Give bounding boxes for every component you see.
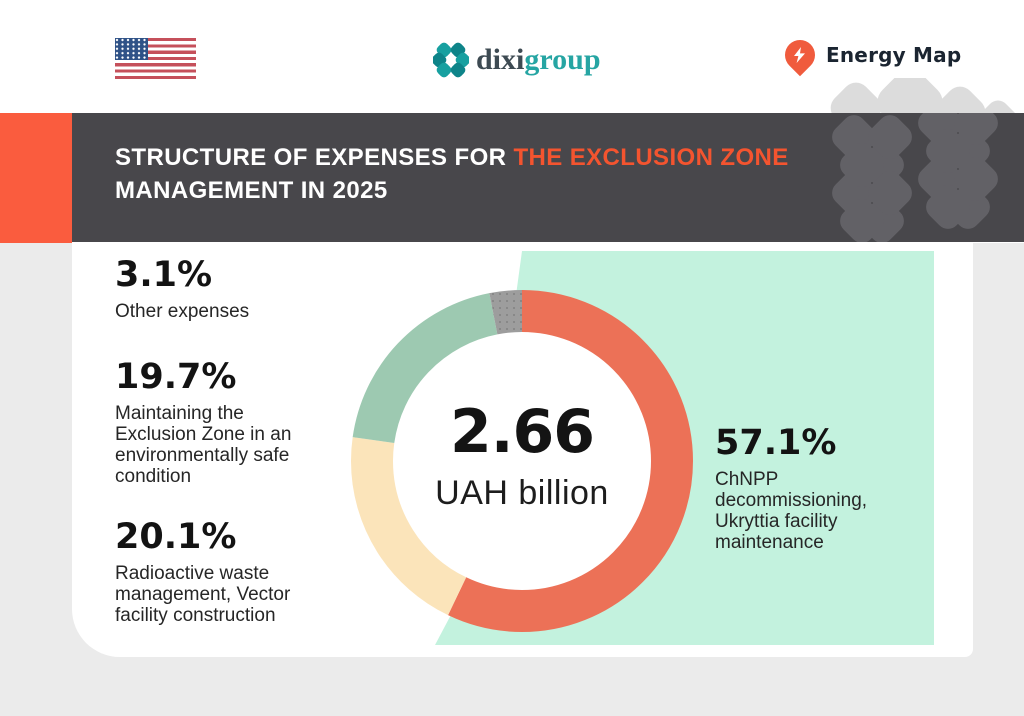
callout-text: Other expenses — [115, 301, 250, 322]
dixigroup-icon — [433, 42, 469, 78]
title-banner: STRUCTURE OF EXPENSES FOR THE EXCLUSION … — [0, 113, 1024, 242]
brand-part-group: group — [524, 43, 601, 76]
callout-percent: 20.1% — [115, 517, 237, 557]
us-flag — [115, 38, 196, 79]
callout-percent: 3.1% — [115, 255, 213, 295]
brand-part-dixi: dixi — [476, 43, 525, 76]
callout-percent: 19.7% — [115, 357, 237, 397]
callout-text: Radioactive waste management, Vector fac… — [115, 563, 291, 626]
callout-percent: 57.1% — [715, 423, 837, 463]
callout-radioactive-waste: 20.1% Radioactive waste management, Vect… — [115, 518, 330, 626]
lightning-bolt-icon — [794, 47, 805, 63]
callout-text: ChNPP decommissioning, Ukryttia facility… — [715, 469, 868, 553]
map-pin-icon — [778, 33, 822, 77]
title-line1-accent: THE EXCLUSION ZONE — [513, 144, 789, 171]
title-line2: MANAGEMENT IN 2025 — [115, 177, 388, 204]
donut-chart — [351, 290, 693, 632]
donut-hole — [392, 331, 652, 591]
page-title: STRUCTURE OF EXPENSES FOR THE EXCLUSION … — [115, 141, 789, 207]
title-line1: STRUCTURE OF EXPENSES FOR THE EXCLUSION … — [115, 141, 789, 174]
callout-other-expenses: 3.1% Other expenses — [115, 256, 345, 322]
donut-segment — [351, 290, 693, 632]
callout-maintaining-zone: 19.7% Maintaining the Exclusion Zone in … — [115, 358, 327, 487]
dixigroup-wordmark: dixigroup — [476, 42, 601, 78]
chart-center-label: 2.66 UAH billion — [351, 397, 693, 513]
dixigroup-watermark-light — [830, 78, 1016, 113]
callout-chnpp-decommissioning: 57.1% ChNPP decommissioning, Ukryttia fa… — [715, 424, 883, 553]
dixigroup-logo: dixigroup — [433, 41, 601, 79]
title-line1-normal: STRUCTURE OF EXPENSES FOR — [115, 144, 514, 171]
energy-map-logo: Energy Map — [778, 33, 962, 77]
donut-segment — [351, 290, 693, 632]
dixigroup-watermark-icon — [832, 113, 998, 242]
total-unit: UAH billion — [435, 474, 609, 512]
callout-text: Maintaining the Exclusion Zone in an env… — [115, 403, 292, 487]
us-flag-canton — [115, 38, 148, 60]
total-value: 2.66 — [449, 397, 595, 467]
energy-map-label: Energy Map — [826, 43, 962, 67]
banner-accent-block — [0, 113, 72, 243]
